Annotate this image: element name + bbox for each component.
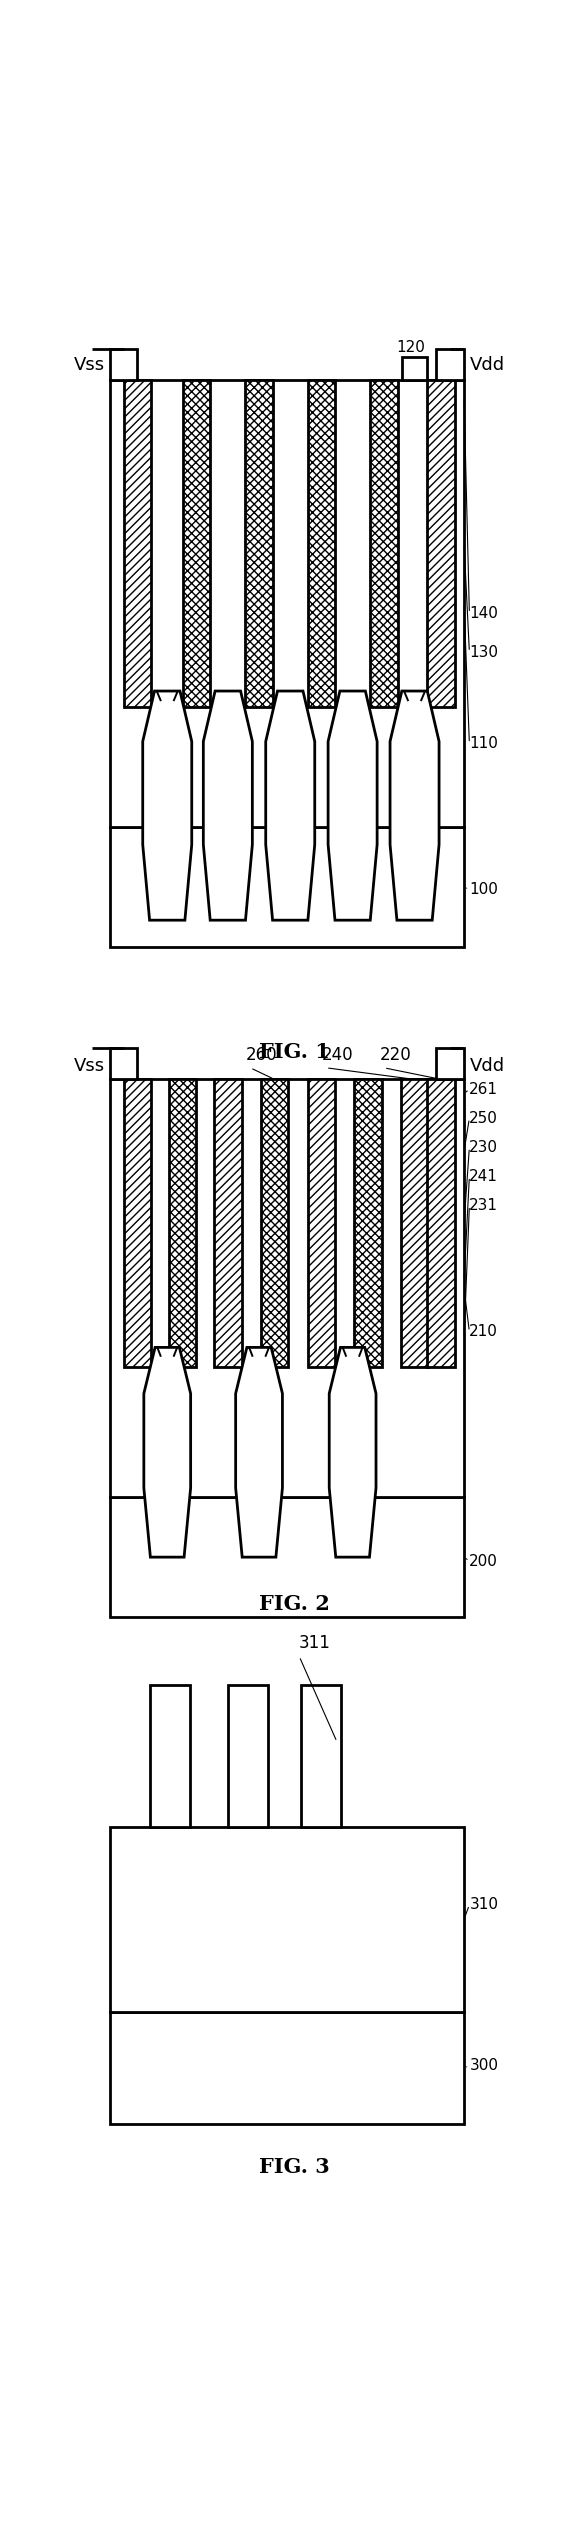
Bar [308,1079,335,1367]
Bar [150,1685,190,1826]
Text: 310: 310 [469,1897,499,1912]
Bar [168,1079,196,1367]
Text: 220: 220 [380,1047,411,1064]
Bar [301,1685,342,1826]
Text: 250: 250 [469,1110,499,1125]
Text: 200: 200 [469,1554,499,1569]
Bar [401,1079,428,1367]
Text: 311: 311 [299,1634,331,1652]
Text: 130: 130 [469,646,499,661]
Bar [436,348,464,381]
Text: Vss: Vss [74,356,105,373]
Text: 261: 261 [469,1082,499,1097]
Polygon shape [328,691,377,921]
Bar [110,1049,137,1079]
Bar [214,1079,242,1367]
Text: FIG. 3: FIG. 3 [259,2156,330,2176]
Bar [110,1826,464,2013]
Bar [354,1079,382,1367]
Bar [110,827,464,948]
Text: Vdd: Vdd [469,356,504,373]
Bar [261,1079,289,1367]
Bar [308,381,335,706]
Text: 100: 100 [469,883,499,898]
Text: 210: 210 [469,1324,499,1339]
Bar [124,1079,151,1367]
Polygon shape [204,691,252,921]
Bar [245,381,273,706]
Text: 260: 260 [246,1047,277,1064]
Polygon shape [236,1347,282,1556]
Bar [124,381,151,706]
Text: 231: 231 [469,1198,499,1213]
Bar [110,1079,464,1498]
Bar [402,358,427,381]
Bar [228,1685,268,1826]
Text: 230: 230 [469,1140,499,1155]
Text: Vdd: Vdd [469,1057,504,1074]
Bar [436,1049,464,1079]
Text: 241: 241 [469,1170,499,1183]
Bar [427,381,455,706]
Bar [110,348,137,381]
Polygon shape [390,691,439,921]
Bar [427,1079,455,1367]
Text: FIG. 2: FIG. 2 [259,1594,330,1614]
Bar [110,2013,464,2124]
Polygon shape [144,1347,191,1556]
Text: 120: 120 [396,340,425,356]
Text: 300: 300 [469,2058,499,2073]
Bar [183,381,210,706]
Text: 110: 110 [469,736,499,752]
Bar [110,1498,464,1617]
Polygon shape [266,691,315,921]
Text: 140: 140 [469,605,499,620]
Text: Vss: Vss [74,1057,105,1074]
Bar [110,381,464,827]
Polygon shape [329,1347,376,1556]
Text: FIG. 1: FIG. 1 [259,1042,330,1062]
Text: 240: 240 [321,1047,353,1064]
Polygon shape [143,691,191,921]
Bar [370,381,398,706]
